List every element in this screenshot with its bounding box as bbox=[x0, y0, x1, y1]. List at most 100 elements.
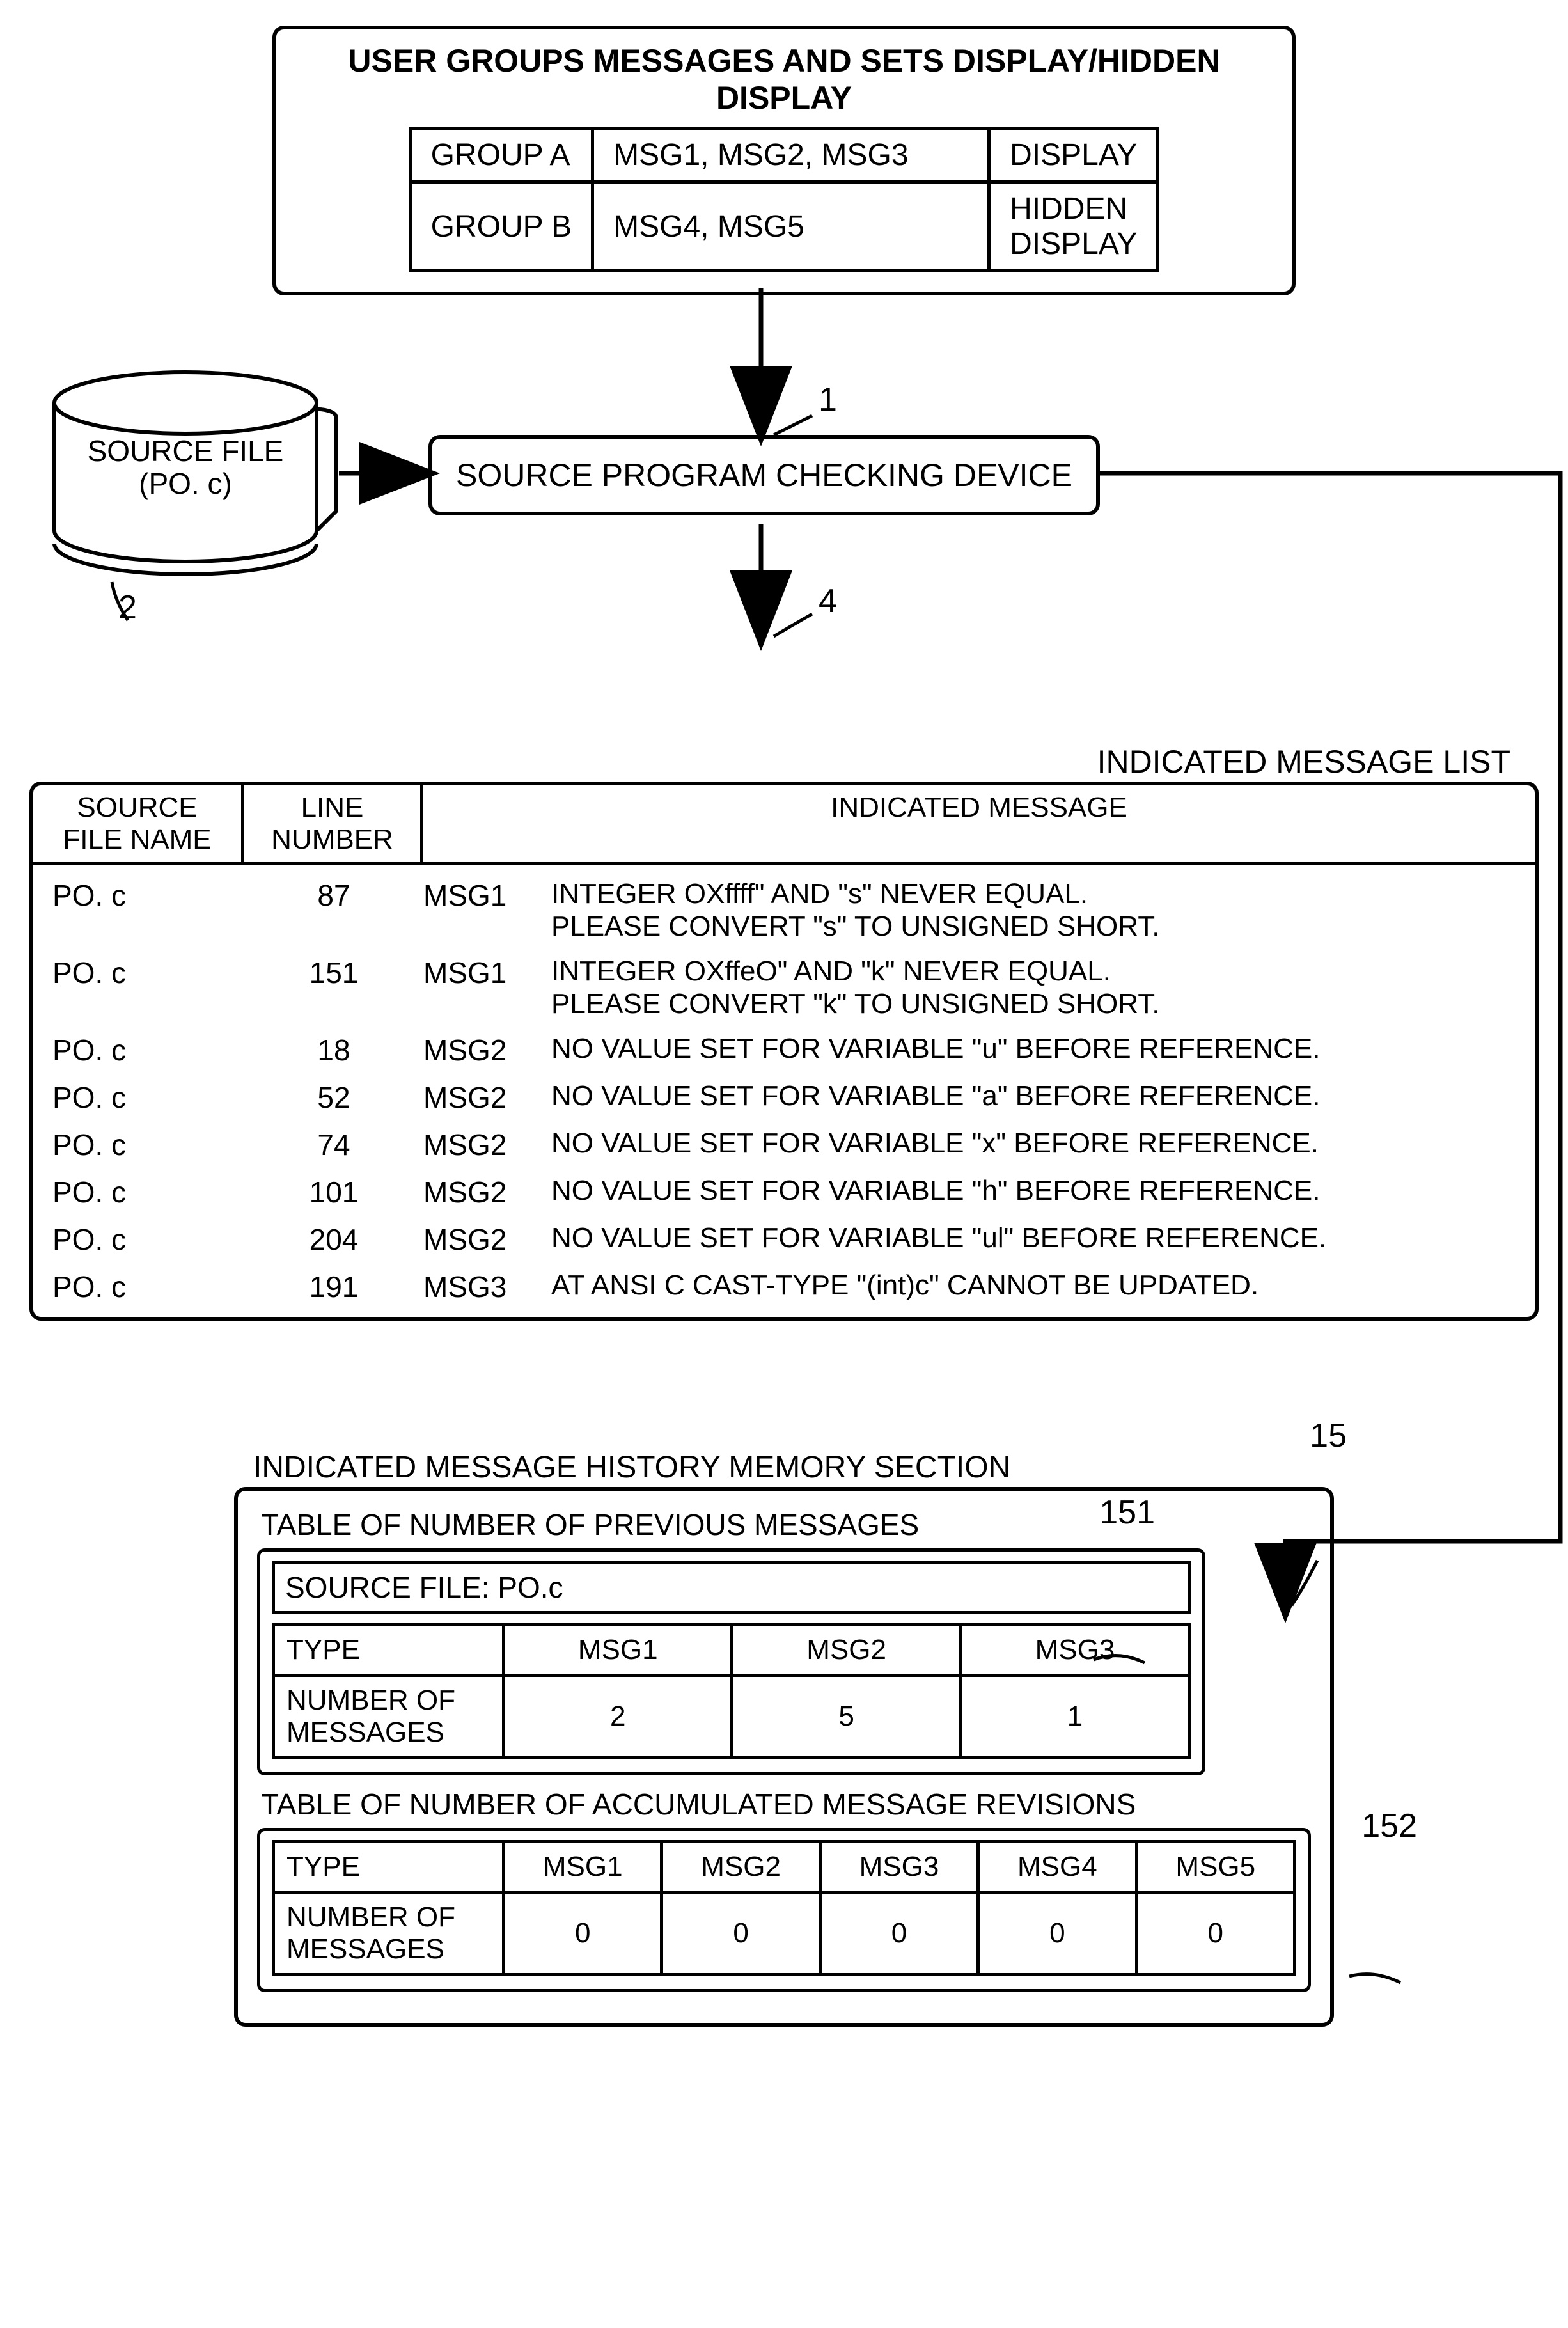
table-row: PO. c151MSG1INTEGER OXffeO" AND "k" NEVE… bbox=[33, 949, 1535, 1026]
group-cell: GROUP A bbox=[410, 129, 593, 182]
col-head: MSG2 bbox=[732, 1625, 960, 1676]
file-cell: PO. c bbox=[33, 1080, 244, 1115]
table-row: NUMBER OF MESSAGES 0 0 0 0 0 bbox=[274, 1892, 1295, 1975]
table-row: PO. c191MSG3AT ANSI C CAST-TYPE "(int)c"… bbox=[33, 1263, 1535, 1310]
code-cell: MSG1 bbox=[423, 956, 551, 990]
val-cell: 0 bbox=[820, 1892, 978, 1975]
ref-1: 1 bbox=[819, 381, 837, 419]
num-label: NUMBER OF MESSAGES bbox=[274, 1892, 504, 1975]
col-head: MSG1 bbox=[504, 1842, 662, 1892]
group-cell: GROUP B bbox=[410, 182, 593, 271]
acc-table-box: TYPE MSG1 MSG2 MSG3 MSG4 MSG5 NUMBER OF … bbox=[257, 1828, 1311, 1992]
val-cell: 0 bbox=[1136, 1892, 1294, 1975]
val-cell: 0 bbox=[978, 1892, 1136, 1975]
col-head: MSG3 bbox=[820, 1842, 978, 1892]
text-cell: NO VALUE SET FOR VARIABLE "a" BEFORE REF… bbox=[551, 1080, 1535, 1113]
prev-table: TYPE MSG1 MSG2 MSG3 NUMBER OF MESSAGES 2… bbox=[272, 1623, 1191, 1759]
history-section: INDICATED MESSAGE HISTORY MEMORY SECTION… bbox=[234, 1487, 1334, 2027]
table-row: PO. c74MSG2NO VALUE SET FOR VARIABLE "x"… bbox=[33, 1121, 1535, 1168]
file-cell: PO. c bbox=[33, 878, 244, 913]
header-source-file: SOURCE FILE NAME bbox=[33, 785, 244, 865]
user-groups-title: USER GROUPS MESSAGES AND SETS DISPLAY/HI… bbox=[295, 42, 1273, 116]
code-cell: MSG2 bbox=[423, 1175, 551, 1209]
text-cell: NO VALUE SET FOR VARIABLE "h" BEFORE REF… bbox=[551, 1175, 1535, 1207]
table-row: GROUP B MSG4, MSG5 HIDDEN DISPLAY bbox=[410, 182, 1158, 271]
message-list-title: INDICATED MESSAGE LIST bbox=[1097, 743, 1510, 780]
file-cell: PO. c bbox=[33, 1270, 244, 1304]
acc-table-title: TABLE OF NUMBER OF ACCUMULATED MESSAGE R… bbox=[261, 1787, 1311, 1821]
history-box: TABLE OF NUMBER OF PREVIOUS MESSAGES 151… bbox=[234, 1487, 1334, 2027]
text-cell: NO VALUE SET FOR VARIABLE "ul" BEFORE RE… bbox=[551, 1222, 1535, 1255]
code-cell: MSG3 bbox=[423, 1270, 551, 1304]
text-cell: NO VALUE SET FOR VARIABLE "u" BEFORE REF… bbox=[551, 1033, 1535, 1066]
message-list-box: SOURCE FILE NAME LINE NUMBER INDICATED M… bbox=[29, 782, 1539, 1321]
val-cell: 2 bbox=[504, 1676, 732, 1758]
prev-table-box: SOURCE FILE: PO.c TYPE MSG1 MSG2 MSG3 NU… bbox=[257, 1548, 1205, 1775]
diagram-root: USER GROUPS MESSAGES AND SETS DISPLAY/HI… bbox=[19, 26, 1549, 2027]
code-cell: MSG2 bbox=[423, 1222, 551, 1257]
file-cell: PO. c bbox=[33, 1128, 244, 1162]
line-cell: 74 bbox=[244, 1128, 423, 1162]
message-list-section: INDICATED MESSAGE LIST SOURCE FILE NAME … bbox=[19, 782, 1549, 1321]
text-cell: INTEGER OXffeO" AND "k" NEVER EQUAL. PLE… bbox=[551, 956, 1535, 1020]
line-cell: 191 bbox=[244, 1270, 423, 1304]
ref-15: 15 bbox=[1310, 1417, 1347, 1455]
mode-cell: HIDDEN DISPLAY bbox=[989, 182, 1158, 271]
prev-source-file: SOURCE FILE: PO.c bbox=[272, 1561, 1191, 1614]
line-cell: 87 bbox=[244, 878, 423, 913]
user-groups-box: USER GROUPS MESSAGES AND SETS DISPLAY/HI… bbox=[272, 26, 1296, 295]
line-cell: 204 bbox=[244, 1222, 423, 1257]
col-head: MSG5 bbox=[1136, 1842, 1294, 1892]
table-row: PO. c101MSG2NO VALUE SET FOR VARIABLE "h… bbox=[33, 1168, 1535, 1216]
line-cell: 18 bbox=[244, 1033, 423, 1067]
source-file-label: SOURCE FILE (PO. c) bbox=[45, 435, 326, 499]
user-groups-table: GROUP A MSG1, MSG2, MSG3 DISPLAY GROUP B… bbox=[409, 127, 1160, 272]
table-row: PO. c18MSG2NO VALUE SET FOR VARIABLE "u"… bbox=[33, 1026, 1535, 1074]
message-list-body: PO. c87MSG1INTEGER OXffff" AND "s" NEVER… bbox=[33, 865, 1535, 1317]
ref-2: 2 bbox=[118, 588, 137, 627]
checking-device-label: SOURCE PROGRAM CHECKING DEVICE bbox=[456, 457, 1072, 493]
text-cell: AT ANSI C CAST-TYPE "(int)c" CANNOT BE U… bbox=[551, 1270, 1535, 1302]
col-head: MSG1 bbox=[504, 1625, 732, 1676]
col-head: MSG2 bbox=[662, 1842, 820, 1892]
type-label: TYPE bbox=[274, 1625, 504, 1676]
table-row: GROUP A MSG1, MSG2, MSG3 DISPLAY bbox=[410, 129, 1158, 182]
source-file-cylinder: SOURCE FILE (PO. c) bbox=[45, 365, 326, 585]
acc-table: TYPE MSG1 MSG2 MSG3 MSG4 MSG5 NUMBER OF … bbox=[272, 1840, 1296, 1976]
code-cell: MSG1 bbox=[423, 878, 551, 913]
col-head: MSG4 bbox=[978, 1842, 1136, 1892]
file-cell: PO. c bbox=[33, 1222, 244, 1257]
table-row: NUMBER OF MESSAGES 2 5 1 bbox=[274, 1676, 1189, 1758]
val-cell: 0 bbox=[662, 1892, 820, 1975]
line-cell: 151 bbox=[244, 956, 423, 990]
text-cell: INTEGER OXffff" AND "s" NEVER EQUAL. PLE… bbox=[551, 878, 1535, 943]
checking-device-box: SOURCE PROGRAM CHECKING DEVICE bbox=[428, 435, 1100, 515]
text-cell: NO VALUE SET FOR VARIABLE "x" BEFORE REF… bbox=[551, 1128, 1535, 1160]
file-cell: PO. c bbox=[33, 1175, 244, 1209]
val-cell: 0 bbox=[504, 1892, 662, 1975]
msgs-cell: MSG1, MSG2, MSG3 bbox=[593, 129, 989, 182]
message-list-header: SOURCE FILE NAME LINE NUMBER INDICATED M… bbox=[33, 785, 1535, 865]
table-row: PO. c204MSG2NO VALUE SET FOR VARIABLE "u… bbox=[33, 1216, 1535, 1263]
table-row: TYPE MSG1 MSG2 MSG3 bbox=[274, 1625, 1189, 1676]
ref-152: 152 bbox=[1361, 1807, 1417, 1845]
val-cell: 1 bbox=[960, 1676, 1189, 1758]
prev-table-title: TABLE OF NUMBER OF PREVIOUS MESSAGES bbox=[261, 1507, 919, 1542]
val-cell: 5 bbox=[732, 1676, 960, 1758]
source-file-line2: (PO. c) bbox=[139, 467, 232, 500]
line-cell: 52 bbox=[244, 1080, 423, 1115]
ref-4: 4 bbox=[819, 582, 837, 620]
line-cell: 101 bbox=[244, 1175, 423, 1209]
file-cell: PO. c bbox=[33, 1033, 244, 1067]
type-label: TYPE bbox=[274, 1842, 504, 1892]
table-row: TYPE MSG1 MSG2 MSG3 MSG4 MSG5 bbox=[274, 1842, 1295, 1892]
mode-cell: DISPLAY bbox=[989, 129, 1158, 182]
file-cell: PO. c bbox=[33, 956, 244, 990]
source-file-line1: SOURCE FILE bbox=[88, 434, 284, 468]
num-label: NUMBER OF MESSAGES bbox=[274, 1676, 504, 1758]
code-cell: MSG2 bbox=[423, 1033, 551, 1067]
code-cell: MSG2 bbox=[423, 1080, 551, 1115]
header-indicated-message: INDICATED MESSAGE bbox=[423, 785, 1535, 865]
code-cell: MSG2 bbox=[423, 1128, 551, 1162]
col-head: MSG3 bbox=[960, 1625, 1189, 1676]
